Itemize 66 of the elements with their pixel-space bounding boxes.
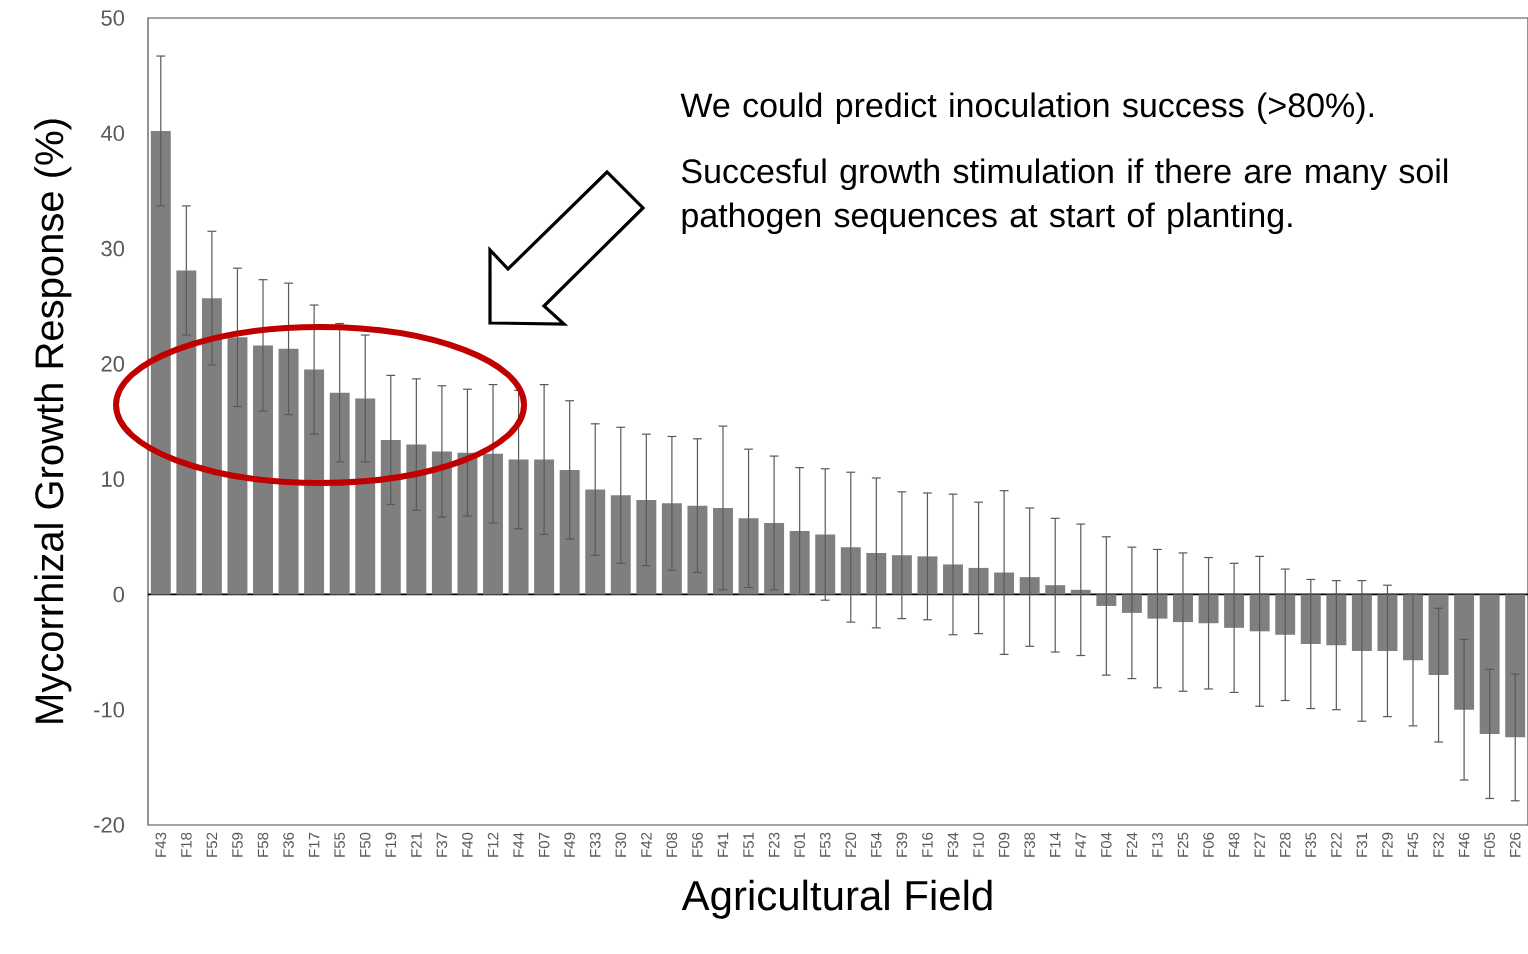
y-tick-label: 20 bbox=[101, 356, 125, 372]
x-tick-label: F45 bbox=[1407, 832, 1419, 857]
annotation: Succesful growth stimulation if there are many soil pathogen sequences at start of planting. bbox=[681, 158, 1448, 235]
x-tick-label: F24 bbox=[1126, 832, 1138, 857]
x-tick-label: F10 bbox=[973, 832, 984, 857]
x-tick-label: F42 bbox=[641, 832, 652, 857]
x-tick-label: F32 bbox=[1433, 832, 1444, 857]
x-tick-label: F40 bbox=[462, 832, 473, 857]
x-tick-label: F33 bbox=[589, 832, 601, 857]
x-tick-label: F07 bbox=[538, 832, 550, 857]
x-tick-label: F26 bbox=[1509, 832, 1521, 857]
x-tick-label: F29 bbox=[1382, 832, 1393, 857]
y-tick-label: 30 bbox=[101, 240, 125, 257]
y-tick-label: -10 bbox=[94, 701, 125, 718]
x-tick-label: F59 bbox=[232, 832, 243, 857]
x-tick-label: F17 bbox=[308, 832, 320, 857]
x-tick-label: F31 bbox=[1356, 832, 1368, 857]
x-tick-label: F36 bbox=[283, 832, 294, 857]
y-tick-label: -20 bbox=[94, 817, 125, 833]
x-tick-label: F37 bbox=[436, 832, 448, 857]
x-tick-label: F58 bbox=[257, 832, 269, 857]
y-tick-label: 40 bbox=[100, 125, 125, 142]
x-tick-label: F38 bbox=[1024, 832, 1035, 857]
x-tick-label: F28 bbox=[1279, 832, 1291, 857]
x-tick-label: F30 bbox=[615, 832, 627, 857]
x-tick-label: F41 bbox=[717, 832, 729, 857]
x-tick-label: F51 bbox=[743, 832, 754, 857]
x-tick-label: F23 bbox=[768, 832, 780, 857]
x-tick-label: F25 bbox=[1177, 832, 1189, 857]
x-tick-label: F05 bbox=[1484, 832, 1495, 857]
x-tick-label: F35 bbox=[1305, 832, 1317, 857]
x-tick-label: F04 bbox=[1101, 832, 1112, 857]
y-axis-title: Mycorrhizal Growth Response (%) bbox=[34, 119, 72, 723]
x-tick-label: F09 bbox=[998, 832, 1010, 857]
x-tick-label: F18 bbox=[181, 832, 192, 857]
x-tick-label: F50 bbox=[359, 832, 371, 857]
x-tick-label: F46 bbox=[1458, 832, 1470, 857]
x-tick-label: F53 bbox=[819, 832, 831, 857]
y-tick-label: 50 bbox=[101, 10, 125, 26]
x-tick-label: F56 bbox=[692, 832, 703, 857]
x-tick-label: F19 bbox=[385, 832, 397, 857]
y-tick-label: 10 bbox=[102, 471, 125, 487]
y-tick-label: 0 bbox=[113, 586, 125, 603]
x-tick-label: F22 bbox=[1331, 832, 1342, 857]
x-tick-label: F48 bbox=[1228, 832, 1240, 857]
x-tick-label: F14 bbox=[1050, 832, 1061, 857]
x-tick-label: F43 bbox=[155, 832, 167, 857]
annotation: We could predict inoculation success (>80%). bbox=[680, 92, 1373, 125]
x-tick-label: F52 bbox=[206, 832, 218, 857]
x-tick-label: F01 bbox=[794, 832, 805, 857]
x-tick-label: F54 bbox=[871, 832, 882, 857]
x-tick-label: F12 bbox=[487, 832, 499, 857]
x-tick-label: F16 bbox=[922, 832, 933, 857]
x-axis-title: Agricultural Field bbox=[681, 879, 992, 919]
x-tick-label: F13 bbox=[1152, 832, 1163, 857]
x-tick-label: F49 bbox=[564, 832, 575, 857]
x-tick-label: F39 bbox=[896, 832, 908, 857]
x-tick-label: F08 bbox=[666, 832, 678, 857]
x-tick-label: F06 bbox=[1203, 832, 1214, 857]
x-tick-label: F44 bbox=[513, 832, 524, 857]
x-tick-label: F27 bbox=[1254, 832, 1265, 857]
x-tick-label: F34 bbox=[947, 832, 959, 857]
x-tick-label: F55 bbox=[334, 832, 345, 857]
x-tick-label: F47 bbox=[1075, 832, 1086, 857]
x-tick-label: F20 bbox=[845, 832, 857, 857]
x-tick-label: F21 bbox=[411, 832, 422, 857]
